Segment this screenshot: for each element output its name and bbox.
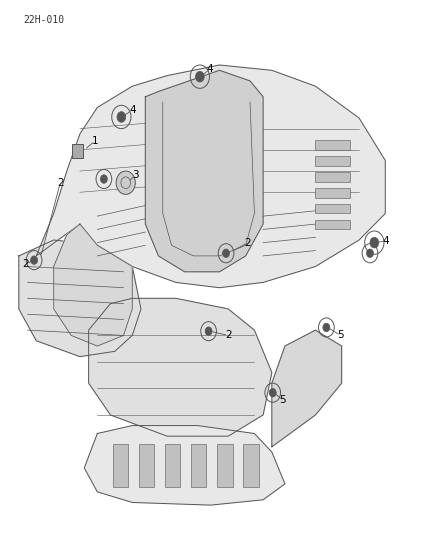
Bar (138, 444, 154, 487)
Bar (315, 220, 350, 229)
Text: 4: 4 (206, 64, 213, 74)
Bar (165, 444, 180, 487)
Polygon shape (84, 425, 284, 505)
Text: 2: 2 (224, 330, 231, 341)
Circle shape (205, 327, 212, 335)
Polygon shape (53, 224, 132, 346)
Bar (315, 204, 350, 214)
Text: 22H-010: 22H-010 (23, 14, 64, 25)
Bar (191, 444, 206, 487)
Bar (72, 144, 83, 158)
Polygon shape (19, 240, 141, 357)
Bar (243, 444, 258, 487)
Bar (315, 172, 350, 182)
Text: 2: 2 (22, 259, 28, 269)
Bar (217, 444, 232, 487)
Circle shape (31, 256, 38, 264)
Bar (315, 156, 350, 166)
Circle shape (268, 389, 276, 397)
Bar (315, 188, 350, 198)
Text: 2: 2 (244, 238, 251, 248)
Text: 1: 1 (92, 136, 98, 146)
Circle shape (195, 71, 204, 82)
Bar (113, 444, 127, 487)
Circle shape (366, 249, 373, 257)
Text: 2: 2 (57, 177, 64, 188)
Text: 3: 3 (132, 171, 139, 180)
Polygon shape (36, 65, 385, 288)
Text: 5: 5 (279, 395, 286, 405)
Circle shape (116, 171, 135, 195)
Circle shape (100, 175, 107, 183)
Circle shape (369, 237, 378, 248)
Text: 4: 4 (381, 236, 388, 246)
Polygon shape (271, 330, 341, 447)
Circle shape (117, 112, 125, 122)
Bar (315, 140, 350, 150)
Polygon shape (88, 298, 271, 436)
Circle shape (222, 249, 229, 257)
Polygon shape (145, 70, 262, 272)
Text: 5: 5 (337, 330, 343, 341)
Text: 4: 4 (129, 105, 135, 115)
Circle shape (322, 323, 329, 332)
